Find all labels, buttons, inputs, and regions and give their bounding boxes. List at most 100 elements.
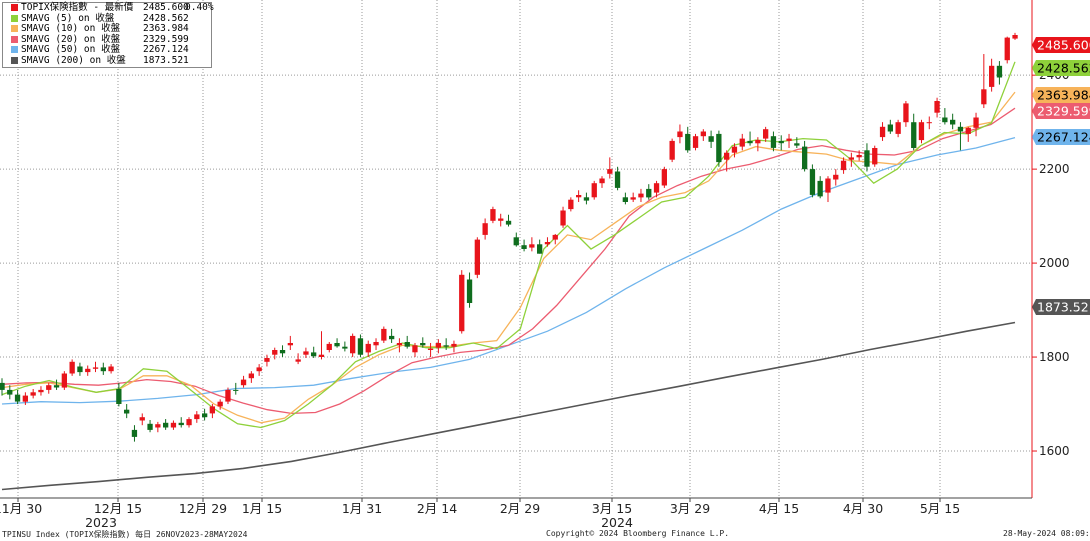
legend-row-sma50: SMAVG (50) on 收盤 2267.124 <box>3 45 211 56</box>
candle-body <box>412 345 418 353</box>
candle-body <box>170 422 177 428</box>
candle-body <box>61 373 67 388</box>
candle-body <box>233 389 239 391</box>
value-tag-box <box>1032 60 1090 76</box>
value-tag-label: 1873.521 <box>1037 300 1090 315</box>
x-tick-label: 2月 29 <box>500 501 540 516</box>
candle-body <box>7 389 13 395</box>
candle-body <box>163 422 169 428</box>
legend-row-sma200: SMAVG (200) on 收盤 1873.521 <box>3 55 211 67</box>
candle-body <box>116 389 122 404</box>
candle-body <box>311 352 317 357</box>
candle-body <box>926 122 932 124</box>
candle-body <box>272 350 278 355</box>
legend-label-sma50: SMAVG (50) on 收盤 <box>21 44 121 56</box>
x-tick-label: 4月 15 <box>759 501 799 516</box>
candle-body <box>809 169 816 195</box>
candle-body <box>279 350 286 354</box>
candle-body <box>552 234 558 240</box>
candle-body <box>92 367 99 369</box>
candle-body <box>108 366 114 372</box>
x-tick-label: 12月 29 <box>179 501 227 516</box>
candle-body <box>942 117 948 123</box>
candle-body <box>389 335 395 340</box>
legend-swatch-sma50 <box>11 46 18 54</box>
candle-body <box>833 174 839 180</box>
candle-body <box>591 183 597 198</box>
candle-body <box>396 343 403 346</box>
candle-body <box>903 103 909 123</box>
candle-body <box>202 413 208 418</box>
candle-body <box>887 124 893 132</box>
candle-body <box>505 220 512 225</box>
candle-body <box>14 394 21 402</box>
candle-body <box>225 389 231 402</box>
candle-body <box>692 136 699 148</box>
candle-body <box>1004 37 1010 61</box>
candle-body <box>755 140 761 144</box>
candle-body <box>817 180 823 197</box>
candle-body <box>879 126 886 138</box>
candle-body <box>653 183 660 193</box>
candle-body <box>521 245 527 249</box>
candle-body <box>965 127 971 134</box>
candle-body <box>560 210 566 226</box>
x-tick-label: 12月 15 <box>94 501 142 516</box>
candle-body <box>677 131 683 138</box>
candle-body <box>443 345 449 347</box>
value-tag-label: 2267.124 <box>1037 130 1090 145</box>
candle-body <box>583 197 590 201</box>
candle-body <box>848 157 854 160</box>
candle-body <box>731 146 738 153</box>
grid-layer <box>0 0 1032 498</box>
candle-body <box>568 199 574 210</box>
x-tick-label: 3月 15 <box>592 501 632 516</box>
x-year-label: 2024 <box>601 515 633 530</box>
candle-body <box>490 209 496 221</box>
candle-body <box>498 218 504 221</box>
legend-row-sma10: SMAVG (10) on 收盤 2363.984 <box>3 24 211 35</box>
candle-body <box>420 343 426 346</box>
legend-change-price: 0.40% <box>185 2 214 13</box>
candle-body <box>38 389 44 393</box>
candle-body <box>996 65 1003 78</box>
candle-body <box>669 140 675 160</box>
candle-body <box>957 126 964 132</box>
candle-body <box>342 346 348 349</box>
candle-body <box>248 373 254 379</box>
candle-body <box>334 343 340 347</box>
candle-body <box>513 237 519 246</box>
candle-body <box>708 136 714 142</box>
candle-body <box>0 382 5 390</box>
candle-body <box>365 343 371 353</box>
legend-swatch-sma5 <box>11 14 18 22</box>
candle-body <box>100 367 106 372</box>
y-tick-label: 2000 <box>1039 256 1070 270</box>
candle-body <box>646 188 652 198</box>
candle-body <box>537 244 543 254</box>
candle-body <box>918 122 925 141</box>
candle-body <box>739 138 745 147</box>
x-tick-label: 1月 15 <box>242 501 282 516</box>
value-tag-box <box>1032 299 1090 315</box>
sma-line <box>1 107 1016 415</box>
candle-body <box>53 385 60 388</box>
candle-body <box>770 136 777 148</box>
candle-body <box>763 129 769 139</box>
candle-body <box>911 122 917 148</box>
candle-body <box>1012 35 1018 39</box>
x-tick-label: 4月 30 <box>843 501 883 516</box>
candle-body <box>544 242 551 245</box>
x-tick-label: 1月 31 <box>342 501 382 516</box>
candle-body <box>373 342 379 346</box>
legend-label-sma10: SMAVG (10) on 收盤 <box>21 23 121 35</box>
candle-body <box>872 148 878 165</box>
candle-body <box>404 342 410 347</box>
x-tick-label: 5月 15 <box>920 501 960 516</box>
legend-swatch-price <box>11 4 18 11</box>
legend-swatch-sma20 <box>11 35 18 43</box>
sma-line <box>1 321 1016 491</box>
candle-body <box>895 122 901 134</box>
